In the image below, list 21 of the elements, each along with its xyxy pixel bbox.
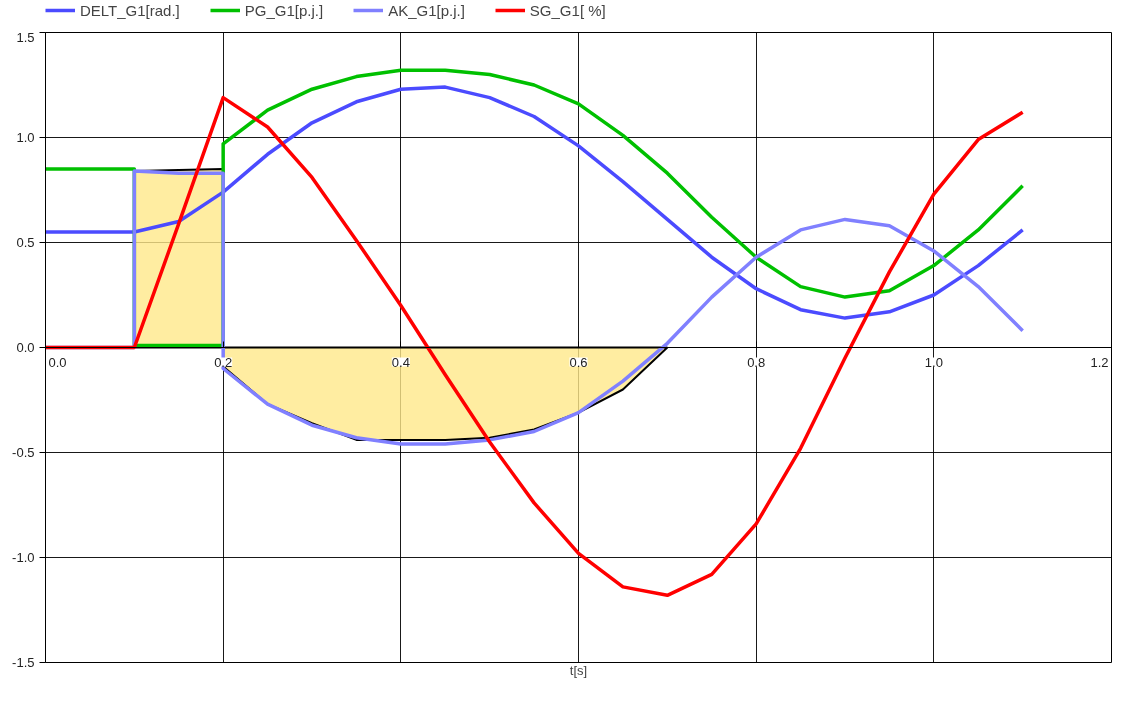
- x-tick-label: 1.2: [1090, 354, 1109, 370]
- x-tick-label: 0.4: [391, 354, 410, 370]
- x-tick-label: 0.0: [48, 354, 67, 370]
- y-tick-label: -1.0: [12, 550, 35, 565]
- legend-label: AK_G1[p.j.]: [388, 1, 465, 19]
- x-tick-label: 0.8: [747, 354, 766, 370]
- line-series: [45, 85, 1025, 320]
- line-series: [45, 95, 1025, 598]
- y-tick-label: 0.5: [16, 235, 35, 250]
- y-tick-label: -1.5: [12, 655, 35, 670]
- x-tick-label: 0.6: [569, 354, 588, 370]
- legend-label: DELT_G1[rad.]: [80, 1, 180, 19]
- x-tick-label: 0.2: [214, 354, 233, 370]
- x-axis-title: t[s]: [569, 662, 588, 678]
- x-tick-label: 1.0: [924, 354, 943, 370]
- legend-label: PG_G1[p.j.]: [244, 1, 324, 19]
- y-tick-label: -0.5: [12, 445, 35, 460]
- legend-label: SG_G1[ %]: [529, 1, 606, 19]
- y-tick-label: 1.5: [16, 29, 35, 45]
- y-tick-label: 1.0: [16, 130, 35, 145]
- y-tick-label: 0.0: [16, 340, 35, 355]
